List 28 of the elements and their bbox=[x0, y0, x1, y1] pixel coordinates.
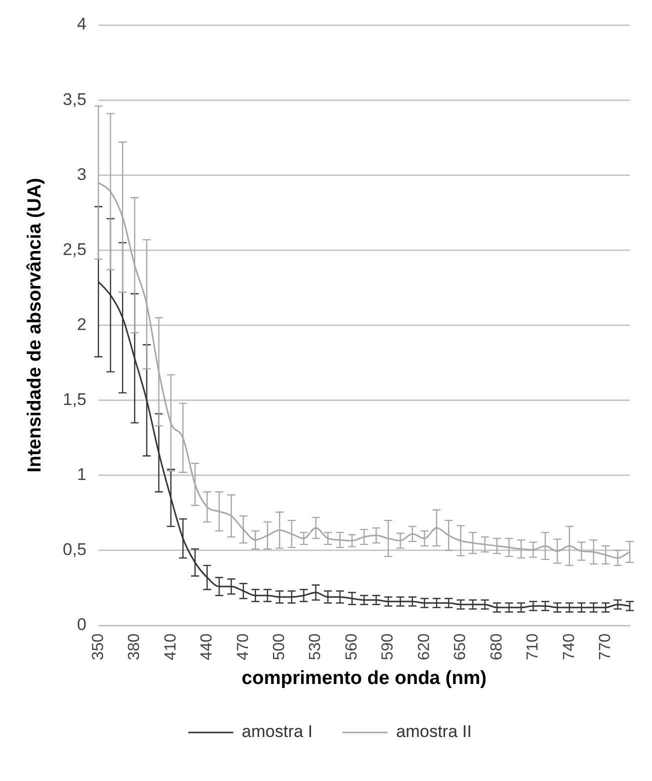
y-tick-label: 3,5 bbox=[62, 90, 86, 109]
x-tick-label: 530 bbox=[307, 633, 324, 660]
x-tick-label: 500 bbox=[270, 633, 288, 660]
legend-label: amostra II bbox=[396, 722, 472, 742]
x-tick-label: 680 bbox=[488, 633, 506, 660]
x-tick-label: 380 bbox=[126, 633, 144, 660]
x-tick-label: 590 bbox=[380, 633, 397, 660]
x-tick-label: 650 bbox=[452, 633, 470, 660]
x-tick-label: 440 bbox=[198, 633, 216, 660]
y-tick-label: 1,5 bbox=[62, 390, 86, 410]
y-tick-label: 0 bbox=[76, 615, 86, 634]
x-tick-label: 470 bbox=[234, 633, 252, 660]
y-tick-label: 2 bbox=[76, 314, 86, 334]
x-axis-title: comprimento de onda (nm) bbox=[242, 668, 487, 689]
y-tick-label: 2,5 bbox=[62, 240, 86, 259]
x-tick-label: 410 bbox=[162, 633, 180, 660]
x-tick-label: 350 bbox=[90, 633, 107, 660]
y-tick-label: 0,5 bbox=[62, 540, 86, 560]
x-tick-label: 620 bbox=[416, 633, 433, 660]
y-axis-title: Intensidade de absorvância (UA) bbox=[24, 178, 46, 473]
legend-label: amostra I bbox=[242, 722, 313, 742]
x-tick-label: 710 bbox=[524, 633, 542, 660]
x-tick-label: 770 bbox=[597, 633, 614, 660]
x-tick-label: 740 bbox=[560, 633, 578, 660]
x-tick-label: 560 bbox=[343, 633, 360, 660]
y-tick-label: 3 bbox=[76, 164, 86, 184]
y-tick-label: 4 bbox=[76, 14, 86, 34]
y-tick-label: 1 bbox=[76, 465, 86, 484]
